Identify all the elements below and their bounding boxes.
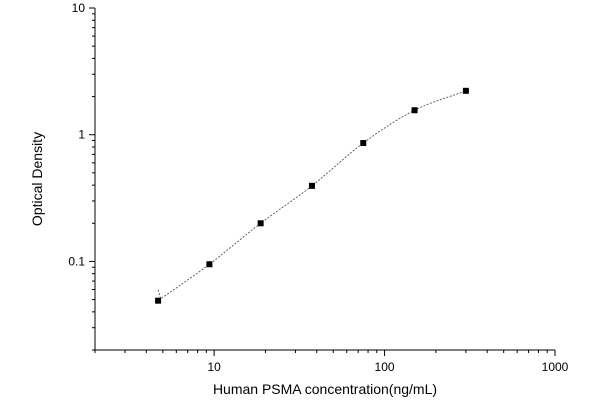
x-tick-label: 10	[207, 360, 221, 374]
y-ticks: 0.1 1 10	[68, 1, 95, 351]
y-tick-label: 10	[72, 1, 86, 15]
x-ticks: 10 100 1000	[94, 350, 569, 374]
x-axis-title: Human PSMA concentration(ng/mL)	[213, 381, 437, 397]
x-tick-label: 100	[375, 360, 395, 374]
fit-curve	[157, 90, 467, 300]
y-tick-label: 0.1	[68, 254, 85, 268]
data-point	[411, 107, 418, 114]
y-tick-label: 1	[78, 128, 85, 142]
x-tick-label: 1000	[542, 360, 569, 374]
data-point	[360, 140, 367, 147]
data-point	[206, 261, 213, 268]
data-point	[155, 297, 162, 304]
data-points	[155, 87, 469, 304]
y-axis-title: Optical Density	[29, 132, 45, 226]
data-point	[308, 182, 315, 189]
data-point	[462, 87, 469, 94]
axes	[94, 8, 555, 351]
data-point	[257, 220, 264, 227]
